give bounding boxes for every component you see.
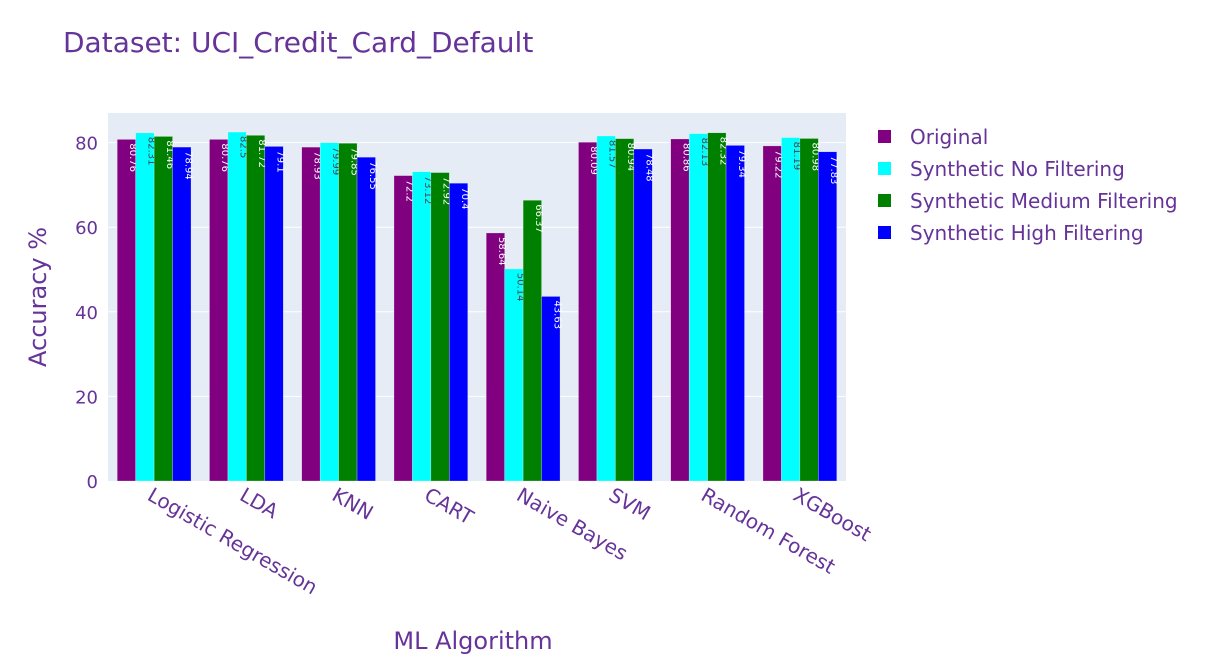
bar xyxy=(781,137,801,482)
bar xyxy=(688,133,708,482)
bar xyxy=(578,141,598,482)
bar xyxy=(209,139,229,482)
bar xyxy=(596,135,616,482)
bar-data-label: 80.76 xyxy=(219,143,230,172)
bar-data-label: 81.57 xyxy=(607,140,618,169)
bar xyxy=(264,146,284,482)
bar xyxy=(485,232,505,482)
bar xyxy=(319,142,339,482)
bar xyxy=(356,156,376,482)
bar xyxy=(338,142,358,482)
bar-data-label: 72.2 xyxy=(404,180,415,202)
legend: Original Synthetic No Filtering Synthetic … xyxy=(878,125,1178,245)
bar-data-label: 80.09 xyxy=(588,146,599,175)
legend-swatch xyxy=(878,194,891,207)
x-tick-label: LDA xyxy=(236,483,283,524)
bar-data-label: 79.1 xyxy=(275,150,286,172)
bar xyxy=(412,171,432,482)
bar xyxy=(522,200,542,482)
bar-data-label: 81.19 xyxy=(791,142,802,171)
bar xyxy=(725,145,745,482)
bar-data-label: 82.5 xyxy=(238,136,249,158)
x-tick-label: SVM xyxy=(605,483,655,526)
y-tick-label: 0 xyxy=(87,472,98,493)
bar xyxy=(541,296,561,482)
bar xyxy=(707,132,727,482)
x-tick-label: Logistic Regression xyxy=(144,483,322,600)
bar-data-label: 73.12 xyxy=(422,176,433,205)
bar-data-label: 78.48 xyxy=(644,153,655,182)
bar-data-label: 78.94 xyxy=(182,151,193,180)
bar-data-label: 82.32 xyxy=(717,137,728,166)
bar-data-label: 80.76 xyxy=(127,143,138,172)
legend-item[interactable]: Synthetic High Filtering xyxy=(878,221,1144,245)
bar xyxy=(393,175,413,482)
bar xyxy=(172,146,192,482)
legend-swatch xyxy=(878,162,891,175)
bar xyxy=(670,138,690,482)
bar-data-label: 58.64 xyxy=(496,237,507,266)
legend-label: Original xyxy=(910,125,988,149)
bar-data-label: 79.34 xyxy=(736,149,747,178)
bar xyxy=(227,131,247,482)
bar-data-label: 82.31 xyxy=(145,137,156,166)
chart-title: Dataset: UCI_Credit_Card_Default xyxy=(63,26,533,59)
bar-data-label: 76.55 xyxy=(367,161,378,190)
x-tick-label: KNN xyxy=(328,483,377,525)
bar-data-label: 79.99 xyxy=(330,147,341,176)
bar-data-label: 66.37 xyxy=(533,204,544,233)
bar-data-label: 82.13 xyxy=(699,138,710,167)
bar xyxy=(153,136,173,482)
bar xyxy=(430,172,450,482)
legend-item[interactable]: Synthetic Medium Filtering xyxy=(878,189,1178,213)
bar xyxy=(615,138,635,482)
bar-data-label: 79.85 xyxy=(348,147,359,176)
bar-data-label: 79.22 xyxy=(773,150,784,179)
bar-data-label: 81.46 xyxy=(164,140,175,169)
bar-data-label: 70.4 xyxy=(459,187,470,209)
bar xyxy=(799,138,819,482)
bar-data-label: 80.98 xyxy=(810,142,821,171)
y-axis-label: Accuracy % xyxy=(24,227,52,367)
bar-data-label: 78.93 xyxy=(311,151,322,180)
legend-item[interactable]: Synthetic No Filtering xyxy=(878,157,1125,181)
bar xyxy=(818,151,838,482)
x-tick-label: CART xyxy=(420,483,478,530)
legend-label: Synthetic High Filtering xyxy=(910,221,1144,245)
bar-data-label: 80.94 xyxy=(625,143,636,172)
bar-data-label: 50.14 xyxy=(514,273,525,302)
bar xyxy=(135,132,155,482)
bar-data-label: 72.92 xyxy=(441,177,452,206)
y-tick-label: 40 xyxy=(75,303,98,324)
bars: 80.76 82.31 81.46 78.94 80.76 82.5 81.72 79.1 78… xyxy=(116,131,839,482)
bar xyxy=(449,182,469,482)
x-axis-label: ML Algorithm xyxy=(393,627,552,655)
bar-data-label: 77.83 xyxy=(828,156,839,185)
y-tick-label: 20 xyxy=(75,387,98,408)
y-tick-labels: 0 20 40 60 80 xyxy=(75,134,98,493)
legend-label: Synthetic Medium Filtering xyxy=(910,189,1178,213)
legend-swatch xyxy=(878,130,891,143)
bar-data-label: 80.86 xyxy=(680,143,691,172)
legend-item[interactable]: Original xyxy=(878,125,988,149)
bar xyxy=(301,146,321,482)
bar xyxy=(246,135,266,482)
legend-label: Synthetic No Filtering xyxy=(910,157,1125,181)
y-tick-label: 80 xyxy=(75,134,98,155)
legend-swatch xyxy=(878,226,891,239)
bar-data-label: 81.72 xyxy=(256,139,267,168)
bar xyxy=(762,145,782,482)
bar xyxy=(116,139,136,482)
bar-data-label: 43.63 xyxy=(551,300,562,329)
bar xyxy=(633,148,653,482)
y-tick-label: 60 xyxy=(75,218,98,239)
